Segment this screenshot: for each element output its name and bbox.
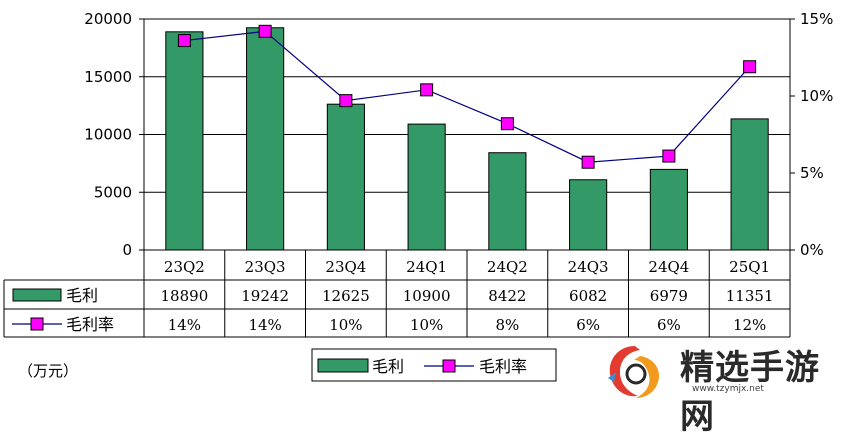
left-tick-label: 0 <box>122 241 132 259</box>
bar-23Q3 <box>246 27 285 251</box>
bar-24Q1 <box>407 123 446 251</box>
right-tick-label: 0% <box>800 241 824 259</box>
row-label-gross-profit: 毛利 <box>66 286 98 305</box>
margin-rate-value: 8% <box>495 316 519 334</box>
category-label: 24Q3 <box>568 258 609 276</box>
category-label: 24Q4 <box>648 258 689 276</box>
gross-profit-value: 18890 <box>161 287 209 305</box>
bar-23Q2 <box>165 31 204 251</box>
point-23Q3 <box>258 24 272 38</box>
bar-24Q2 <box>488 152 527 251</box>
point-24Q1 <box>420 83 434 97</box>
bar-24Q4 <box>649 168 688 251</box>
point-24Q3 <box>581 155 595 169</box>
legend-key-marker <box>442 359 456 373</box>
category-label: 23Q3 <box>245 258 286 276</box>
bar-25Q1 <box>730 118 769 251</box>
category-label: 24Q1 <box>406 258 447 276</box>
left-tick-label: 15000 <box>84 68 132 86</box>
watermark: 精选手游网 www.tzymjx.net <box>600 338 849 437</box>
gross-profit-value: 10900 <box>403 287 451 305</box>
margin-rate-value: 6% <box>657 316 681 334</box>
gross-profit-value: 6082 <box>569 287 607 305</box>
row-label-margin-rate: 毛利率 <box>66 315 114 334</box>
point-25Q1 <box>743 60 757 74</box>
right-tick-label: 5% <box>800 164 824 182</box>
bar-24Q3 <box>569 179 608 251</box>
margin-rate-value: 10% <box>410 316 443 334</box>
legend: 毛利 毛利率 <box>311 348 557 382</box>
left-tick-label: 10000 <box>84 126 132 144</box>
margin-rate-value: 6% <box>576 316 600 334</box>
category-label: 25Q1 <box>729 258 770 276</box>
data-table: 23Q2 23Q3 23Q4 24Q1 24Q2 24Q3 24Q4 25Q1 18890 192… <box>3 249 791 338</box>
gridlines <box>144 76 790 193</box>
margin-rate-value: 12% <box>733 316 766 334</box>
right-tick-label: 15% <box>800 10 833 28</box>
gross-profit-value: 11351 <box>726 287 774 305</box>
left-tick-label: 20000 <box>84 10 132 28</box>
gross-profit-value: 19242 <box>241 287 289 305</box>
gross-profit-value: 8422 <box>488 287 526 305</box>
right-tick-label: 10% <box>800 87 833 105</box>
row-key-marker <box>30 317 44 331</box>
line-series <box>177 24 757 169</box>
row-key-bar <box>12 288 62 302</box>
category-label: 24Q2 <box>487 258 528 276</box>
legend-label-gross-profit: 毛利 <box>372 357 404 376</box>
point-24Q2 <box>500 117 514 131</box>
margin-rate-line <box>184 30 751 163</box>
bar-23Q4 <box>326 103 365 251</box>
legend-label-margin-rate: 毛利率 <box>479 357 527 376</box>
margin-rate-value: 10% <box>329 316 362 334</box>
bar-series <box>165 27 769 251</box>
margin-rate-value: 14% <box>168 316 201 334</box>
legend-key-bar <box>317 358 369 373</box>
unit-label: （万元） <box>18 362 79 380</box>
point-23Q2 <box>177 34 191 48</box>
margin-rate-value: 14% <box>248 316 281 334</box>
gross-profit-value: 12625 <box>322 287 370 305</box>
watermark-url: www.tzymjx.net <box>692 384 764 394</box>
point-23Q4 <box>339 94 353 108</box>
point-24Q4 <box>662 149 676 163</box>
left-tick-label: 5000 <box>94 183 132 201</box>
gross-profit-value: 6979 <box>650 287 688 305</box>
watermark-logo-icon <box>608 346 660 398</box>
category-label: 23Q2 <box>164 258 205 276</box>
category-label: 23Q4 <box>325 258 366 276</box>
